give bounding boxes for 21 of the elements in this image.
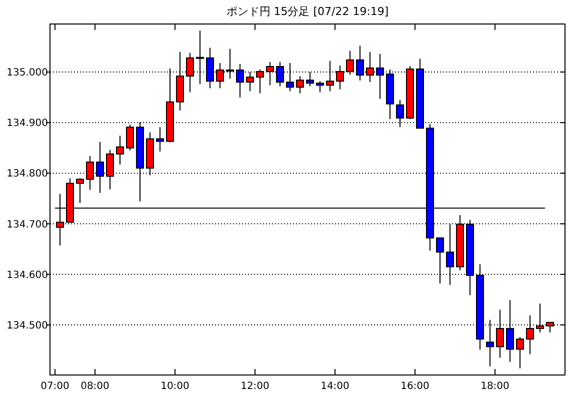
x-tick-label: 14:00 [320,381,350,392]
candlestick [76,178,84,204]
chart-title: ポンド円 15分足 [07/22 19:19] [226,5,389,18]
candlestick [296,76,304,94]
candlestick [516,336,524,369]
x-tick-label: 16:00 [400,381,430,392]
x-tick-label: 07:00 [40,381,70,392]
x-tick-label: 10:00 [160,381,190,392]
y-tick-label: 134.900 [6,118,48,130]
x-tick-label: 08:00 [80,381,110,392]
x-tick-label: 18:00 [480,381,510,392]
candlestick [156,126,164,152]
y-tick-label: 134.500 [6,320,48,332]
y-tick-label: 134.700 [6,219,48,230]
y-tick-label: 134.600 [6,270,48,281]
y-tick-label: 134.800 [6,168,48,180]
x-tick-label: 12:00 [240,381,270,392]
candlestick [316,80,324,93]
candlestick [126,124,134,151]
candlestick [116,135,124,166]
y-tick-label: 135.000 [6,68,48,79]
